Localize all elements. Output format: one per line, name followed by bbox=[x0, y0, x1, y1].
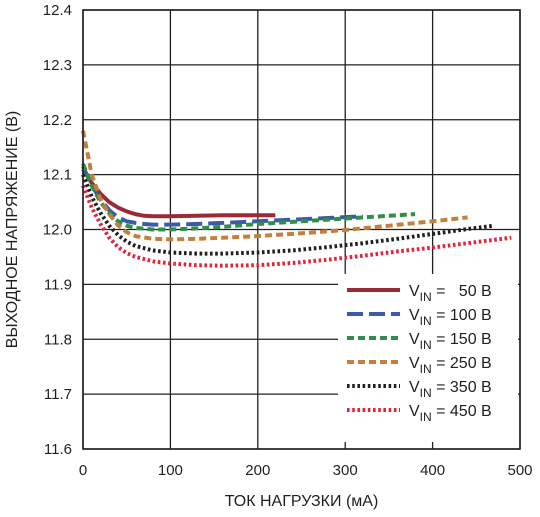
series-line-4 bbox=[81, 173, 495, 256]
y-tick-label-7: 12.3 bbox=[43, 57, 72, 74]
y-tick-label-8: 12.4 bbox=[43, 2, 72, 19]
plot-frame bbox=[82, 9, 521, 450]
legend-entry-3: VIN = 250 В bbox=[409, 355, 492, 376]
series-line-0 bbox=[81, 168, 276, 219]
y-tick-label-1: 11.7 bbox=[44, 386, 72, 403]
x-tick-label-1: 100 bbox=[158, 462, 183, 479]
y-tick-label-2: 11.8 bbox=[44, 331, 72, 348]
tick-labels: 0 100 200 300 400 500 11.6 11.7 11.8 11.9 12.0 12.1… bbox=[43, 2, 533, 479]
plot-border bbox=[82, 9, 521, 450]
series-line-2 bbox=[81, 162, 416, 232]
legend-entry-2: VIN = 150 В bbox=[409, 331, 492, 352]
series-layer bbox=[81, 130, 512, 268]
y-tick-label-5: 12.1 bbox=[43, 167, 72, 184]
x-tick-label-0: 0 bbox=[79, 462, 87, 479]
x-tick-label-2: 200 bbox=[245, 462, 270, 479]
y-tick-label-6: 12.2 bbox=[43, 112, 72, 129]
series-line-5 bbox=[81, 184, 512, 268]
x-axis-label: ТОК НАГРУЗКИ (мА) bbox=[225, 493, 379, 510]
y-tick-label-3: 11.9 bbox=[44, 276, 72, 293]
series-line-3 bbox=[81, 130, 468, 242]
x-tick-label-4: 400 bbox=[420, 462, 445, 479]
legend-entry-0: VIN = 50 В bbox=[409, 283, 492, 304]
y-tick-label-4: 12.0 bbox=[43, 222, 72, 239]
x-tick-label-3: 300 bbox=[333, 462, 358, 479]
legend-entry-5: VIN = 450 В bbox=[409, 403, 492, 424]
legend: VIN = 50 В VIN = 100 В VIN = 150 В VIN = 25… bbox=[338, 274, 518, 442]
y-tick-label-0: 11.6 bbox=[44, 441, 72, 458]
legend-entry-4: VIN = 350 В bbox=[409, 379, 492, 400]
legend-background bbox=[338, 274, 518, 442]
y-axis-label: ВЫХОДНОЕ НАПРЯЖЕНИЕ (В) bbox=[4, 111, 21, 348]
legend-entry-1: VIN = 100 В bbox=[409, 307, 492, 328]
x-tick-label-5: 500 bbox=[507, 462, 532, 479]
